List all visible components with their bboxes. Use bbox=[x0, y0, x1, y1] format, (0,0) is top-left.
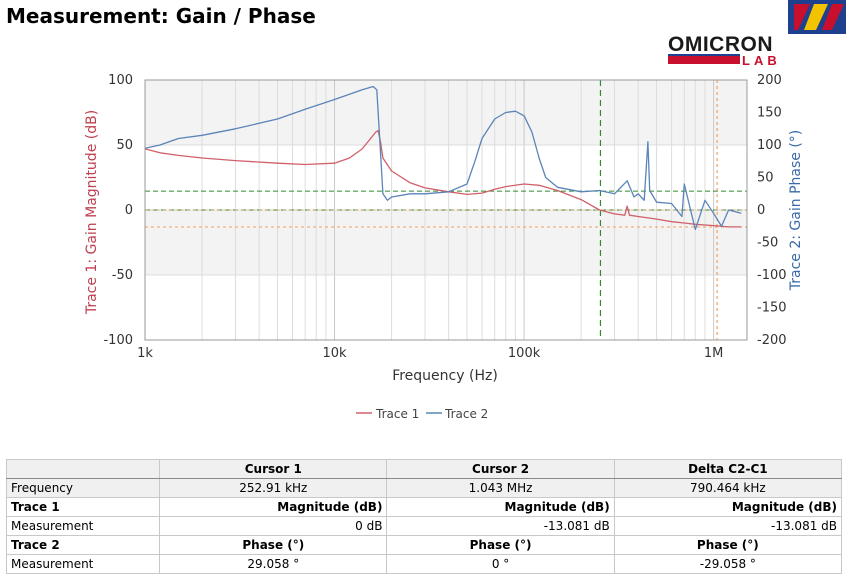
x-axis-label: Frequency (Hz) bbox=[392, 368, 498, 384]
table-row-trace1-measurement: Measurement 0 dB -13.081 dB -13.081 dB bbox=[5, 516, 843, 536]
y-axis-left-label: Trace 1: Gain Magnitude (dB) bbox=[84, 110, 100, 315]
cursor-table: Cursor 1 Cursor 2 Delta C2-C1 Frequency … bbox=[5, 459, 843, 574]
table-header-delta: Delta C2-C1 bbox=[613, 459, 843, 479]
table-header-cursor1: Cursor 1 bbox=[159, 459, 388, 479]
y-right-tick-label: 100 bbox=[757, 138, 782, 153]
y-right-tick-label: -100 bbox=[757, 268, 787, 283]
row-label: Frequency bbox=[5, 478, 161, 498]
page-title: Measurement: Gain / Phase bbox=[6, 4, 316, 28]
y-left-tick-label: 0 bbox=[125, 203, 133, 218]
logo-text-omicron: OMICRON bbox=[668, 33, 773, 56]
plot-frame bbox=[144, 79, 748, 341]
x-tick-label: 1k bbox=[137, 346, 153, 361]
y-right-tick-label: -50 bbox=[757, 236, 778, 251]
cell-unit: Phase (°) bbox=[613, 535, 843, 555]
cell-unit: Magnitude (dB) bbox=[386, 497, 615, 517]
logo-text-lab: LAB bbox=[742, 53, 781, 68]
y-left-tick-label: -50 bbox=[112, 268, 133, 283]
logo-emblem bbox=[788, 0, 846, 34]
cell-value: -13.081 dB bbox=[613, 516, 843, 536]
cell-unit: Magnitude (dB) bbox=[613, 497, 843, 517]
cell-value: 1.043 MHz bbox=[386, 478, 615, 498]
cell-value: 0 ° bbox=[386, 554, 615, 574]
y-right-tick-label: 50 bbox=[757, 171, 774, 186]
row-label: Measurement bbox=[5, 516, 161, 536]
cell-unit: Magnitude (dB) bbox=[159, 497, 388, 517]
cell-value: 790.464 kHz bbox=[613, 478, 843, 498]
table-header-cursor2: Cursor 2 bbox=[386, 459, 615, 479]
row-label: Trace 2 bbox=[5, 535, 161, 555]
y-right-tick-label: -200 bbox=[757, 333, 787, 348]
y-right-tick-label: -150 bbox=[757, 301, 787, 316]
omicron-lab-logo: OMICRON LAB bbox=[666, 0, 847, 70]
legend: Trace 1 Trace 2 bbox=[356, 407, 488, 421]
row-label: Trace 1 bbox=[5, 497, 161, 517]
legend-trace1: Trace 1 bbox=[375, 407, 419, 421]
table-row-trace2-measurement: Measurement 29.058 ° 0 ° -29.058 ° bbox=[5, 554, 843, 574]
cell-value: 29.058 ° bbox=[159, 554, 388, 574]
y-left-tick-label: 100 bbox=[108, 73, 133, 88]
table-row-trace1: Trace 1 Magnitude (dB) Magnitude (dB) Ma… bbox=[5, 497, 843, 517]
cell-unit: Phase (°) bbox=[159, 535, 388, 555]
cell-unit: Phase (°) bbox=[386, 535, 615, 555]
row-label: Measurement bbox=[5, 554, 161, 574]
table-row-trace2: Trace 2 Phase (°) Phase (°) Phase (°) bbox=[5, 535, 843, 555]
cell-value: -13.081 dB bbox=[386, 516, 615, 536]
legend-trace2: Trace 2 bbox=[444, 407, 488, 421]
y-left-tick-label: 50 bbox=[116, 138, 133, 153]
table-header-empty bbox=[5, 459, 161, 479]
x-tick-label: 10k bbox=[323, 346, 348, 361]
y-right-tick-label: 200 bbox=[757, 73, 782, 88]
x-tick-label: 100k bbox=[508, 346, 541, 361]
gain-phase-chart: 1k 10k 100k 1M 100 50 0 -50 -100 200 150 100 50 0 -50 -… bbox=[84, 73, 804, 421]
table-header-row: Cursor 1 Cursor 2 Delta C2-C1 bbox=[5, 459, 843, 479]
table-row-frequency: Frequency 252.91 kHz 1.043 MHz 790.464 k… bbox=[5, 478, 843, 498]
cell-value: -29.058 ° bbox=[613, 554, 843, 574]
trace2-line bbox=[144, 85, 742, 231]
cell-value: 0 dB bbox=[159, 516, 388, 536]
y-right-tick-label: 0 bbox=[757, 203, 765, 218]
cell-value: 252.91 kHz bbox=[159, 478, 388, 498]
y-left-tick-label: -100 bbox=[103, 333, 133, 348]
y-right-tick-label: 150 bbox=[757, 106, 782, 121]
x-tick-label: 1M bbox=[704, 346, 724, 361]
trace1-line bbox=[144, 130, 742, 228]
plot-band bbox=[145, 80, 747, 145]
plot-band bbox=[145, 210, 747, 275]
y-axis-right-label: Trace 2: Gain Phase (°) bbox=[788, 130, 804, 291]
